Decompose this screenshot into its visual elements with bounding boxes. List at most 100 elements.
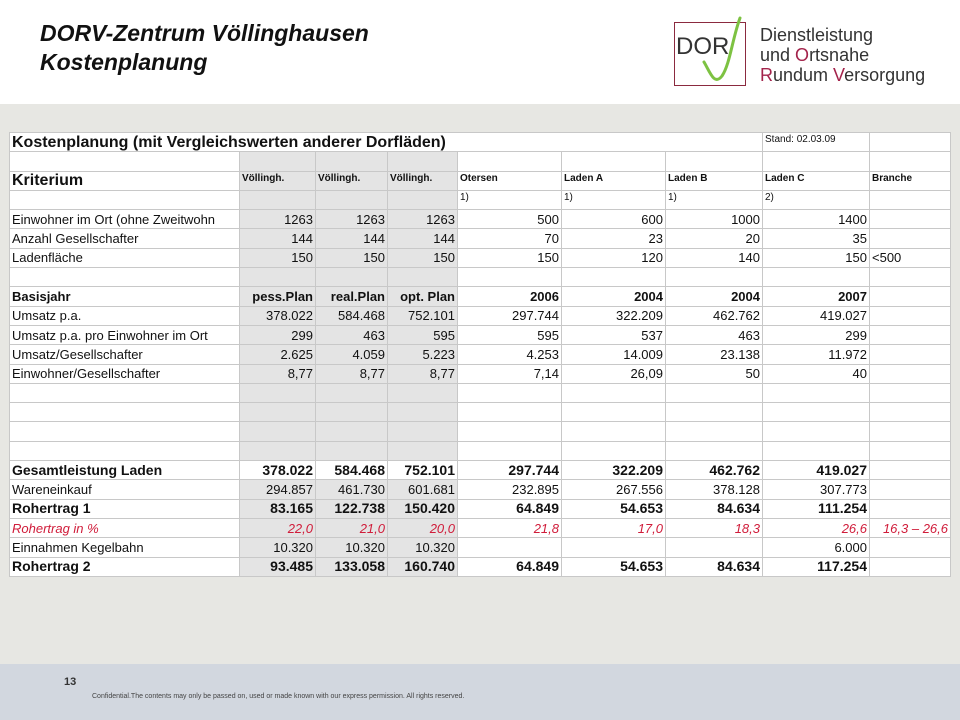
logo-line-1: Dienstleistung: [760, 25, 874, 45]
slide-title: DORV-Zentrum Völlinghausen Kostenplanung: [40, 19, 369, 77]
value-cell: 4.059: [315, 344, 388, 365]
footnote-cell: [387, 189, 458, 211]
footnote-cell: 2): [762, 189, 870, 211]
kriterium-label: Kriterium: [9, 170, 240, 191]
table-cell: [561, 440, 666, 462]
value-cell: 6.000: [762, 537, 870, 558]
table-cell: [315, 421, 388, 442]
table-cell: [561, 267, 666, 288]
table-row: Rohertrag 1 83.165 122.738 150.420 64.849 54.…: [9, 498, 951, 519]
value-cell: 2004: [561, 286, 666, 307]
value-cell: 462.762: [665, 305, 763, 326]
value-cell: 4.253: [457, 344, 562, 365]
value-cell: 595: [457, 324, 562, 346]
value-cell: [457, 537, 562, 558]
value-cell: 20,0: [387, 517, 458, 539]
value-cell: 23.138: [665, 344, 763, 365]
value-cell: [869, 209, 951, 230]
value-cell: [869, 286, 951, 307]
row-label: Anzahl Gesellschafter: [9, 228, 240, 249]
value-cell: 10.320: [387, 537, 458, 558]
table-cell: [457, 402, 562, 423]
table-cell: [315, 151, 388, 172]
value-cell: 54.653: [561, 498, 666, 519]
table-row: [9, 440, 951, 462]
column-header: Völlingh.: [387, 170, 458, 191]
table-cell: [387, 421, 458, 442]
table-cell: [665, 267, 763, 288]
row-label: Gesamtleistung Laden: [9, 460, 240, 481]
table-row: [9, 402, 951, 423]
table-cell: [9, 402, 240, 423]
value-cell: 70: [457, 228, 562, 249]
table-cell: [315, 382, 388, 404]
table-cell: [9, 151, 240, 172]
value-cell: 23: [561, 228, 666, 249]
table-cell: [665, 440, 763, 462]
value-cell: 1000: [665, 209, 763, 230]
column-header: Laden C: [762, 170, 870, 191]
value-cell: [869, 556, 951, 577]
value-cell: 150.420: [387, 498, 458, 519]
table-cell: [387, 440, 458, 462]
row-label: Rohertrag 1: [9, 498, 240, 519]
value-cell: 150: [457, 247, 562, 269]
value-cell: 500: [457, 209, 562, 230]
value-cell: 299: [239, 324, 316, 346]
value-cell: 22,0: [239, 517, 316, 539]
value-cell: real.Plan: [315, 286, 388, 307]
table-cell: [457, 151, 562, 172]
table-row: Ladenfläche 150 150 150 150 120 140 150 <500: [9, 247, 951, 269]
table-cell: [762, 421, 870, 442]
table-cell: [869, 440, 951, 462]
table-cell: [561, 421, 666, 442]
row-label: Rohertrag in %: [9, 517, 240, 539]
table-cell: [665, 382, 763, 404]
value-cell: 2004: [665, 286, 763, 307]
value-cell: 1263: [315, 209, 388, 230]
value-cell: 307.773: [762, 479, 870, 500]
table-cell: [387, 267, 458, 288]
footnote-row: 1) 1) 1) 2): [9, 189, 951, 211]
value-cell: opt. Plan: [387, 286, 458, 307]
value-cell: [869, 460, 951, 481]
table-cell: [665, 151, 763, 172]
value-cell: 1263: [387, 209, 458, 230]
value-cell: 144: [387, 228, 458, 249]
value-cell: 2006: [457, 286, 562, 307]
table-cell: [869, 267, 951, 288]
value-cell: 150: [762, 247, 870, 269]
table-cell: [239, 267, 316, 288]
value-cell: 752.101: [387, 460, 458, 481]
value-cell: 93.485: [239, 556, 316, 577]
table-row: [9, 151, 951, 172]
table-cell: [9, 267, 240, 288]
value-cell: [869, 344, 951, 365]
value-cell: 595: [387, 324, 458, 346]
table-cell: [762, 440, 870, 462]
value-cell: 160.740: [387, 556, 458, 577]
column-header: Völlingh.: [315, 170, 388, 191]
logo-line-3: Rundum Versorgung: [760, 65, 926, 85]
table-title-row: Kostenplanung (mit Vergleichswerten ande…: [9, 131, 951, 153]
table-cell: [665, 421, 763, 442]
value-cell: 463: [315, 324, 388, 346]
row-label: Wareneinkauf: [9, 479, 240, 500]
logo-frame: [674, 22, 746, 86]
row-label: Basisjahr: [9, 286, 240, 307]
value-cell: [869, 324, 951, 346]
title-line-1: DORV-Zentrum Völlinghausen: [40, 20, 369, 46]
value-cell: 11.972: [762, 344, 870, 365]
footnote-cell: [239, 189, 316, 211]
value-cell: [869, 305, 951, 326]
value-cell: 64.849: [457, 556, 562, 577]
logo-line-2: und Ortsnahe: [760, 45, 870, 65]
value-cell: 117.254: [762, 556, 870, 577]
table-cell: [561, 151, 666, 172]
value-cell: 150: [239, 247, 316, 269]
value-cell: [665, 537, 763, 558]
footnote-cell: 1): [561, 189, 666, 211]
value-cell: 7,14: [457, 363, 562, 384]
column-header: Laden B: [665, 170, 763, 191]
value-cell: 5.223: [387, 344, 458, 365]
